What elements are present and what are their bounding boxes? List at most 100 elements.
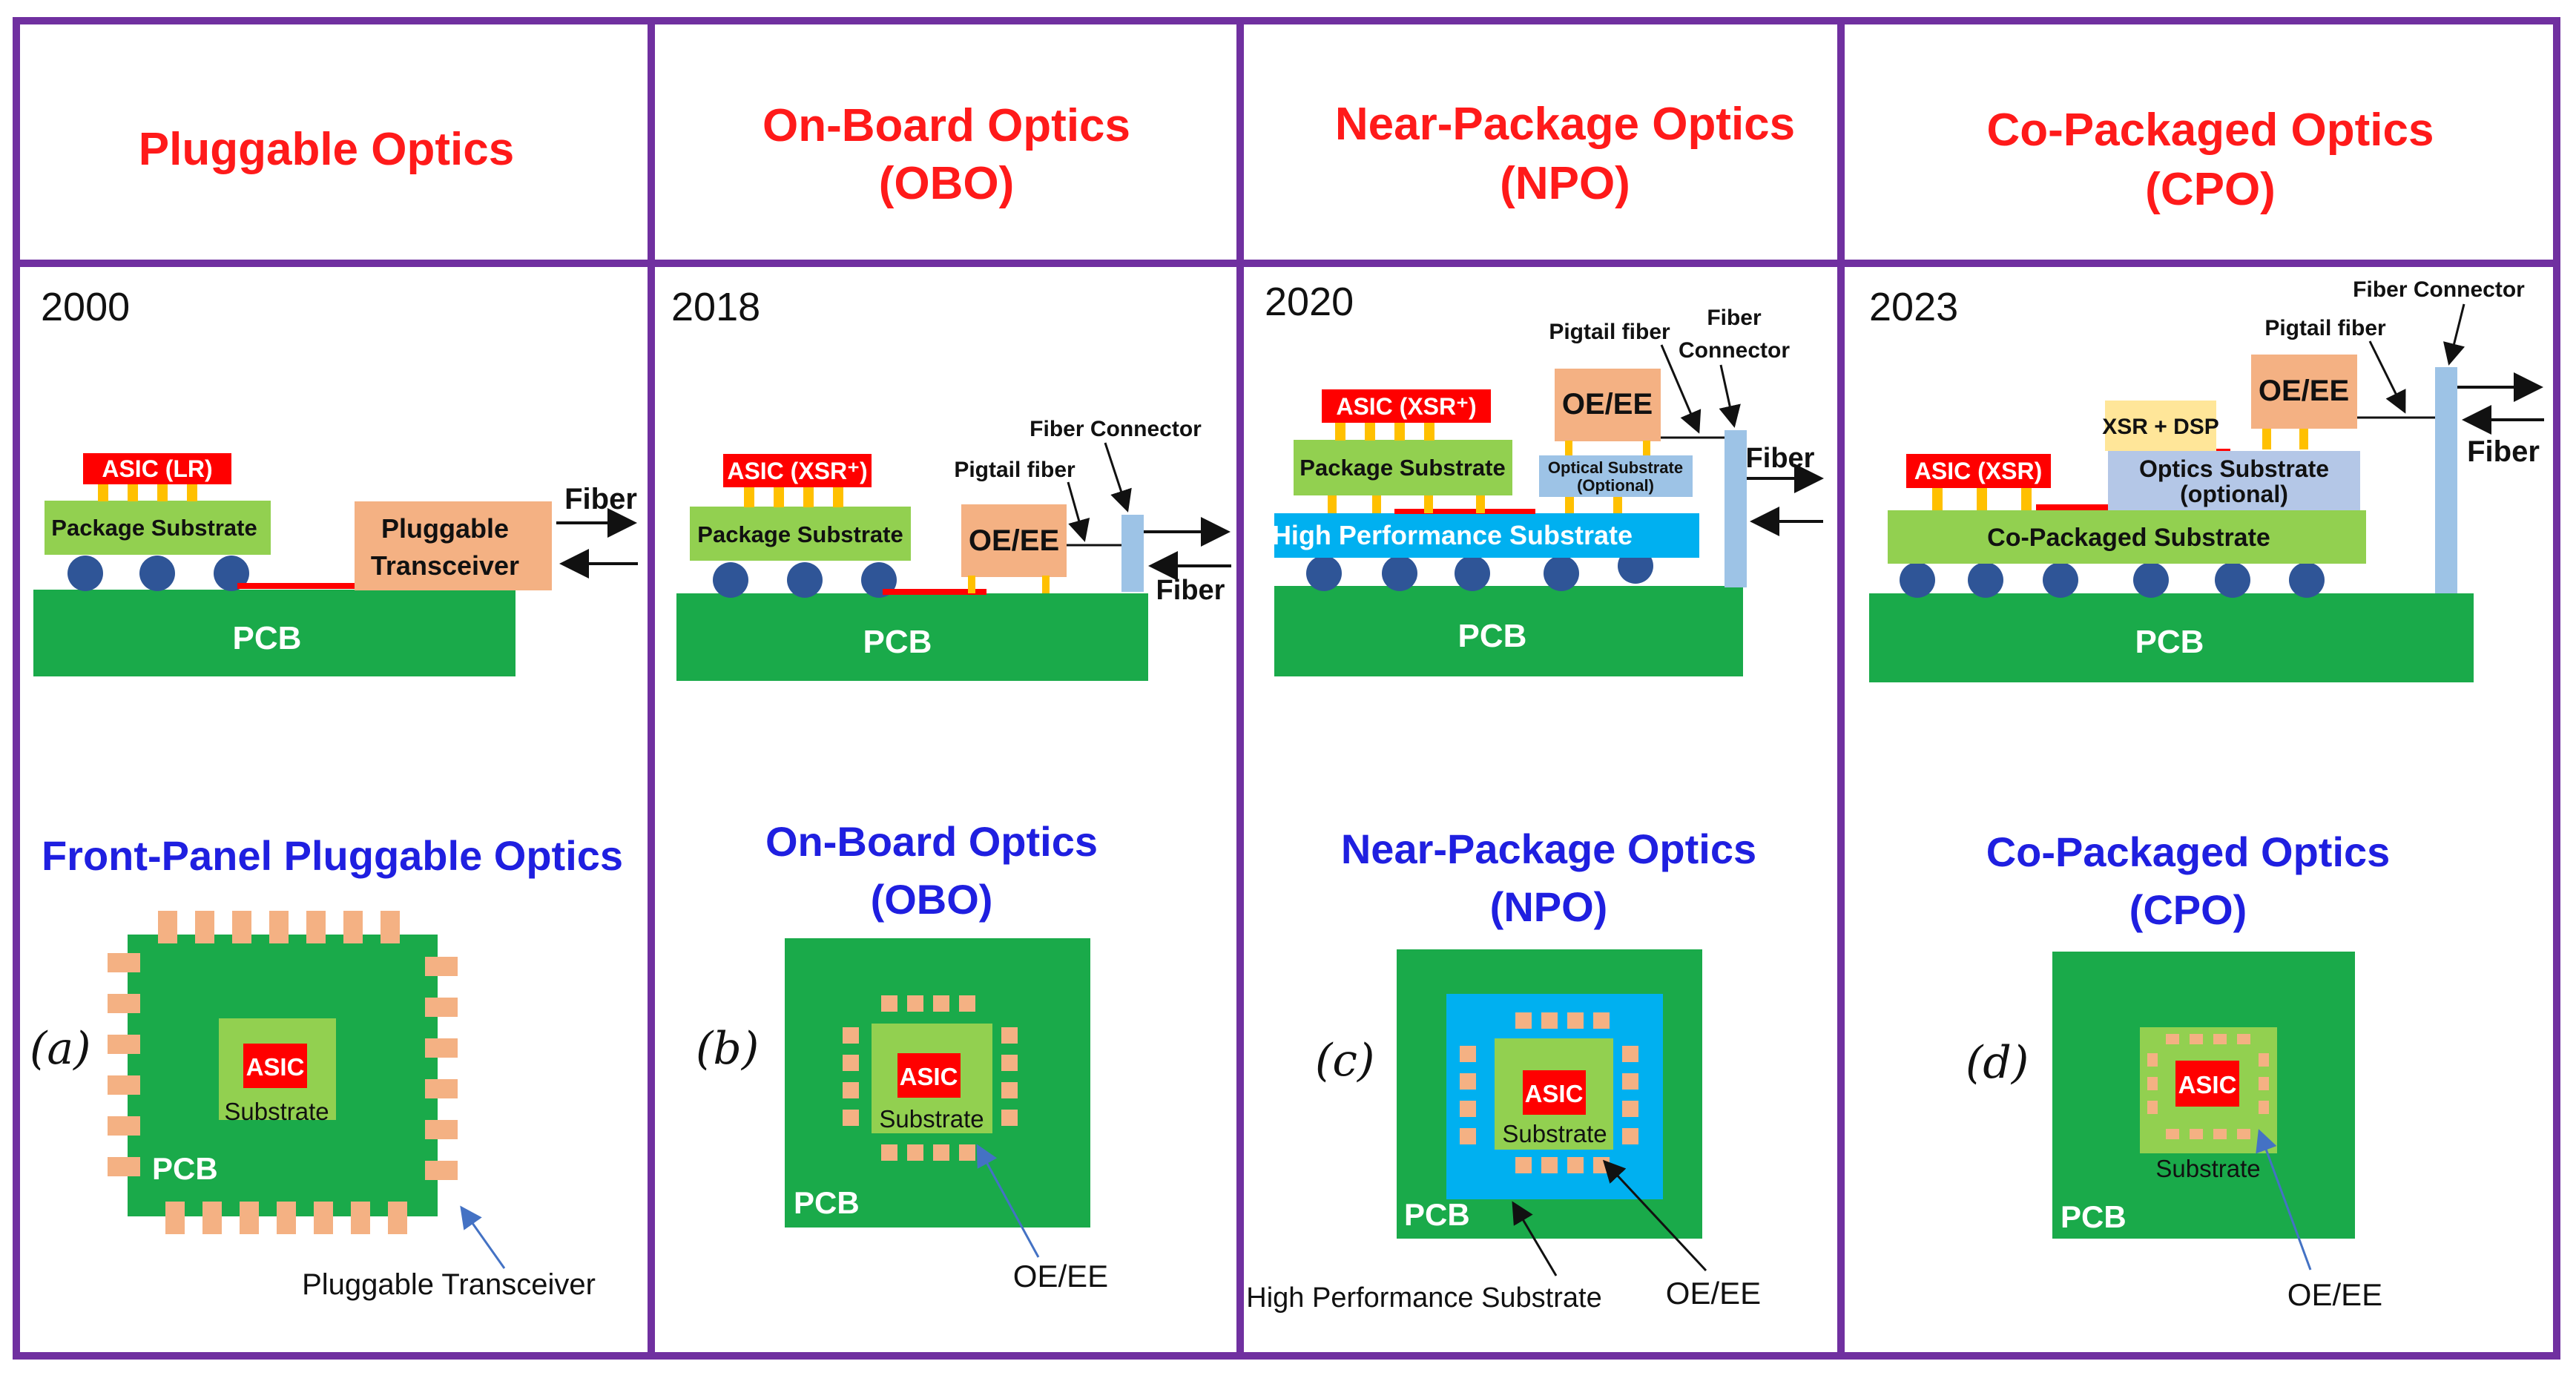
pcb-top-label: PCB bbox=[794, 1185, 860, 1220]
cross-section: PCB Co-Packaged Substrate ASIC (XSR) XSR… bbox=[1869, 277, 2544, 682]
substrate-label: Package Substrate bbox=[51, 515, 257, 541]
optical-label-1: Optical Substrate bbox=[1548, 458, 1683, 477]
panel-obo: On-Board Optics (OBO) 2018 PCB Package S… bbox=[671, 100, 1231, 1294]
fiber-label: Fiber bbox=[564, 483, 637, 515]
connector-label: Fiber Connector bbox=[1030, 417, 1202, 441]
oe-ee-block bbox=[2251, 355, 2357, 429]
oe-ee-pads bbox=[2147, 1034, 2269, 1139]
panel-header-line2: (OBO) bbox=[879, 158, 1015, 209]
connector-label-1: Fiber bbox=[1707, 306, 1762, 330]
pcb-top-label: PCB bbox=[2061, 1199, 2127, 1234]
solder-balls bbox=[713, 562, 897, 598]
asic-top-label: ASIC bbox=[2178, 1071, 2237, 1098]
asic-chip bbox=[723, 454, 872, 487]
connector-pointer bbox=[1104, 442, 1132, 513]
pcb-block bbox=[676, 593, 1148, 681]
oe-ee-label: OE/EE bbox=[969, 524, 1059, 557]
solder-balls bbox=[67, 556, 249, 591]
table-frame bbox=[13, 17, 2560, 1360]
trace bbox=[2036, 504, 2118, 510]
optics-sub-label-1: Optics Substrate bbox=[2139, 455, 2329, 482]
top-view: ASIC Substrate PCB Pluggable Transceiver bbox=[108, 911, 596, 1301]
asic-chip bbox=[1906, 454, 2051, 488]
pcb-block bbox=[1274, 586, 1743, 676]
callout-arrow bbox=[2256, 1129, 2312, 1271]
year-label: 2000 bbox=[41, 285, 130, 329]
connector-pointer bbox=[1719, 364, 1741, 428]
fiber-label: Fiber bbox=[1746, 443, 1815, 474]
cross-section: PCB High Performance Substrate Package S… bbox=[1272, 306, 1824, 676]
pigtail-pointer bbox=[1067, 481, 1090, 542]
optics-sub-label-2: (optional) bbox=[2180, 481, 2288, 507]
pcb-label: PCB bbox=[1458, 618, 1527, 654]
pigtail-label: Pigtail fiber bbox=[1549, 320, 1670, 344]
panel-letter: (d) bbox=[1966, 1037, 2029, 1089]
year-label: 2023 bbox=[1869, 285, 1958, 329]
asic-label: ASIC (XSR) bbox=[1914, 458, 2042, 484]
bumps bbox=[1328, 420, 1622, 513]
oe-ee-label: OE/EE bbox=[2259, 375, 2349, 407]
subtitle-line2: (CPO) bbox=[2129, 886, 2247, 933]
pcb-top-label: PCB bbox=[1404, 1197, 1470, 1232]
high-performance-substrate bbox=[1274, 513, 1699, 558]
panel-header: Pluggable Optics bbox=[139, 124, 514, 175]
oe-ee-block bbox=[1555, 369, 1661, 441]
package-substrate bbox=[45, 501, 271, 555]
top-view: ASIC Substrate PCB OE/EE bbox=[785, 938, 1108, 1294]
panel-letter: (a) bbox=[30, 1023, 91, 1075]
optical-label-2: (Optional) bbox=[1577, 476, 1654, 495]
co-packaged-substrate bbox=[1888, 510, 2366, 564]
fiber-connector bbox=[1725, 430, 1747, 587]
asic-label: ASIC (XSR⁺) bbox=[727, 458, 867, 484]
fiber-label: Fiber bbox=[1156, 575, 1225, 606]
panel-header-line2: (CPO) bbox=[2145, 164, 2276, 215]
xsr-dsp-label: XSR + DSP bbox=[2102, 415, 2219, 439]
pigtail-label: Pigtail fiber bbox=[2264, 316, 2386, 340]
asic-top bbox=[2175, 1061, 2239, 1107]
asic-top bbox=[243, 1044, 307, 1088]
subtitle: Front-Panel Pluggable Optics bbox=[42, 832, 623, 879]
trace bbox=[237, 583, 356, 589]
bumps bbox=[98, 481, 197, 501]
pigtail-label: Pigtail fiber bbox=[954, 458, 1075, 482]
callout-label-right: OE/EE bbox=[1666, 1276, 1761, 1311]
fiber-connector bbox=[2435, 367, 2457, 593]
cross-section: PCB Package Substrate ASIC (XSR⁺) OE/EE … bbox=[676, 417, 1231, 681]
fiber-label: Fiber bbox=[2467, 435, 2540, 468]
callout-label: OE/EE bbox=[2287, 1277, 2382, 1312]
year-label: 2018 bbox=[671, 285, 760, 329]
trace bbox=[883, 589, 986, 595]
transceiver-label-1: Pluggable bbox=[381, 513, 509, 544]
bumps bbox=[744, 487, 843, 507]
oe-ee-pads bbox=[843, 995, 1018, 1161]
subtitle-line1: On-Board Optics bbox=[765, 818, 1098, 865]
substrate-top-label: Substrate bbox=[1502, 1120, 1607, 1147]
panel-cpo: Co-Packaged Optics (CPO) 2023 PCB Co-Pac… bbox=[1869, 105, 2544, 1312]
substrate-top-label: Substrate bbox=[224, 1098, 329, 1125]
hps-label: High Performance Substrate bbox=[1272, 520, 1633, 550]
pcb-label: PCB bbox=[2135, 624, 2204, 660]
panel-header-line1: Near-Package Optics bbox=[1335, 99, 1795, 150]
substrate-label: Package Substrate bbox=[1299, 455, 1505, 481]
panel-header-line1: On-Board Optics bbox=[762, 100, 1130, 151]
pcb-label: PCB bbox=[233, 620, 302, 656]
subtitle-line2: (OBO) bbox=[871, 876, 993, 923]
package-substrate bbox=[1294, 440, 1512, 495]
pigtail-pointer bbox=[2368, 340, 2406, 414]
pcb-top-label: PCB bbox=[152, 1151, 218, 1186]
trace bbox=[1394, 509, 1535, 514]
top-view: ASIC Substrate PCB High Performance Subs… bbox=[1246, 949, 1761, 1314]
substrate-top-label: Substrate bbox=[879, 1105, 984, 1133]
pcb-block bbox=[33, 590, 515, 676]
panel-npo: Near-Package Optics (NPO) 2020 PCB High … bbox=[1246, 99, 1824, 1314]
panel-letter: (b) bbox=[696, 1023, 759, 1075]
asic-top bbox=[1523, 1070, 1586, 1115]
asic-chip bbox=[83, 453, 231, 484]
asic-top bbox=[897, 1053, 961, 1098]
fiber-connector bbox=[1121, 515, 1144, 592]
callout-arrow-right bbox=[1602, 1159, 1707, 1272]
callout-label: OE/EE bbox=[1013, 1259, 1108, 1294]
panel-letter: (c) bbox=[1315, 1035, 1374, 1087]
cps-label: Co-Packaged Substrate bbox=[1987, 524, 2270, 552]
